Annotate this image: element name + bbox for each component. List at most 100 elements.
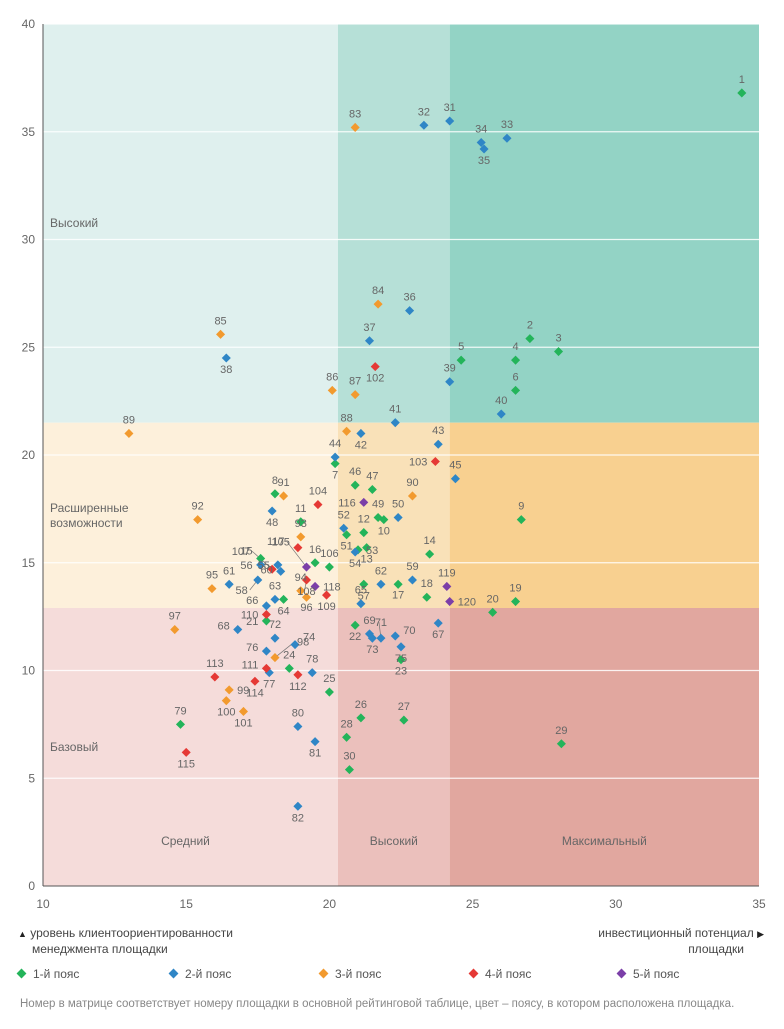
point-label-4: 4	[512, 341, 518, 353]
point-label-34: 34	[475, 124, 487, 136]
point-label-57: 57	[358, 590, 370, 602]
zone-r1-c2	[449, 422, 759, 609]
point-72	[270, 633, 280, 643]
point-label-92: 92	[192, 501, 204, 513]
point-114	[250, 676, 260, 686]
y-axis-note-line1: уровень клиентоориентированности	[30, 926, 233, 940]
point-label-37: 37	[363, 322, 375, 334]
point-label-80: 80	[292, 708, 304, 720]
zone-backgrounds	[43, 24, 759, 886]
y-tick-label: 0	[28, 879, 35, 893]
point-label-89: 89	[123, 414, 135, 426]
point-label-24: 24	[283, 649, 295, 661]
zone-r0-c0	[43, 24, 338, 423]
point-111	[261, 663, 271, 673]
point-14	[425, 549, 435, 559]
point-label-102: 102	[366, 373, 384, 385]
point-label-2: 2	[527, 320, 533, 332]
point-117	[301, 562, 312, 572]
point-label-13: 13	[361, 554, 373, 566]
zone-r2-c0	[43, 608, 338, 886]
row-label-basic: Базовый	[50, 740, 98, 754]
point-76	[261, 646, 271, 656]
leader-line-117	[286, 540, 307, 568]
point-label-108: 108	[297, 586, 315, 598]
point-label-51: 51	[340, 541, 352, 553]
point-label-39: 39	[444, 363, 456, 375]
point-label-10: 10	[378, 526, 390, 538]
point-15	[256, 553, 266, 563]
point-label-38: 38	[220, 364, 232, 376]
point-label-91: 91	[277, 477, 289, 489]
point-label-14: 14	[424, 535, 436, 547]
point-74	[290, 640, 300, 650]
point-label-97: 97	[169, 611, 181, 623]
point-label-58: 58	[236, 585, 248, 597]
point-label-68: 68	[218, 621, 230, 633]
point-label-87: 87	[349, 376, 361, 388]
zone-r1-c0	[43, 422, 338, 609]
point-18	[422, 592, 432, 602]
zone-r0-c2	[449, 24, 759, 423]
point-94	[296, 586, 306, 596]
point-label-26: 26	[355, 699, 367, 711]
point-32	[419, 120, 429, 130]
point-label-18: 18	[421, 578, 433, 590]
point-label-52: 52	[338, 509, 350, 521]
point-4	[511, 355, 521, 365]
point-label-43: 43	[432, 425, 444, 437]
point-label-65: 65	[355, 585, 367, 597]
point-92	[193, 515, 203, 525]
row-label-extended-line1: Расширенные	[50, 501, 129, 515]
point-label-21: 21	[246, 616, 258, 628]
point-label-112: 112	[289, 681, 307, 693]
point-label-6: 6	[512, 371, 518, 383]
point-label-59: 59	[406, 561, 418, 573]
point-83	[350, 122, 360, 132]
point-label-25: 25	[323, 673, 335, 685]
point-label-44: 44	[329, 438, 341, 450]
legend-label: 4-й пояс	[485, 967, 532, 981]
y-tick-label: 40	[22, 17, 36, 31]
y-tick-label: 35	[22, 125, 36, 139]
point-label-61: 61	[223, 565, 235, 577]
point-label-103: 103	[409, 456, 427, 468]
point-label-104: 104	[309, 486, 327, 498]
point-label-114: 114	[246, 687, 264, 699]
point-label-22: 22	[349, 631, 361, 643]
y-tick-label: 5	[28, 771, 35, 785]
point-119	[442, 581, 452, 591]
point-label-41: 41	[389, 404, 401, 416]
y-tick-label: 20	[22, 448, 36, 462]
point-30	[344, 765, 354, 775]
zone-r0-c1	[337, 24, 450, 423]
point-label-84: 84	[372, 285, 384, 297]
point-label-67: 67	[432, 629, 444, 641]
point-label-12: 12	[358, 514, 370, 526]
point-label-48: 48	[266, 517, 278, 529]
point-33	[502, 133, 512, 143]
footnote: Номер в матрице соответствует номеру пло…	[20, 998, 735, 1010]
point-label-53: 53	[366, 545, 378, 557]
point-label-47: 47	[366, 470, 378, 482]
zone-r2-c1	[337, 608, 450, 886]
column-label-2: Максимальный	[562, 834, 647, 848]
point-label-74: 74	[303, 632, 315, 644]
point-label-27: 27	[398, 701, 410, 713]
y-tick-label: 30	[22, 233, 36, 247]
point-label-119: 119	[438, 567, 456, 579]
point-label-75: 75	[395, 653, 407, 665]
point-label-20: 20	[487, 593, 499, 605]
point-label-82: 82	[292, 812, 304, 824]
point-label-83: 83	[349, 108, 361, 120]
grid-lines	[43, 23, 759, 779]
point-label-50: 50	[392, 498, 404, 510]
point-48	[267, 506, 277, 516]
point-75	[396, 642, 406, 652]
point-label-66: 66	[246, 595, 258, 607]
column-label-1: Высокий	[370, 834, 418, 848]
point-label-36: 36	[403, 292, 415, 304]
point-78	[307, 668, 317, 678]
point-label-77: 77	[263, 679, 275, 691]
